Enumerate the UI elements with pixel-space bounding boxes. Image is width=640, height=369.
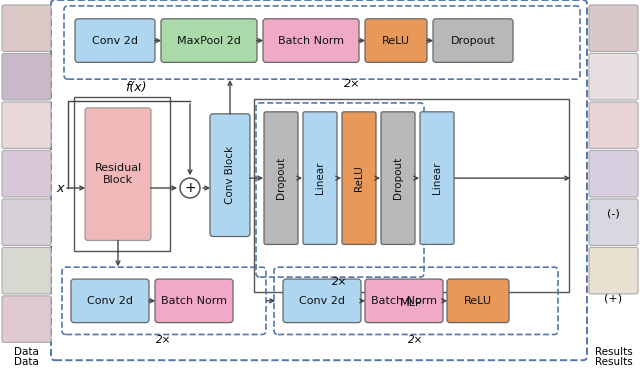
- Text: 2×: 2×: [156, 335, 172, 345]
- Text: Batch Norm: Batch Norm: [278, 35, 344, 46]
- FancyBboxPatch shape: [303, 112, 337, 244]
- FancyBboxPatch shape: [381, 112, 415, 244]
- FancyBboxPatch shape: [71, 279, 149, 323]
- Text: Results: Results: [595, 357, 632, 367]
- Text: Data: Data: [14, 357, 39, 367]
- FancyBboxPatch shape: [75, 19, 155, 62]
- Text: Results: Results: [595, 347, 632, 357]
- Text: Batch Norm: Batch Norm: [161, 296, 227, 306]
- FancyBboxPatch shape: [283, 279, 361, 323]
- Text: MaxPool 2d: MaxPool 2d: [177, 35, 241, 46]
- Bar: [254, 99, 569, 292]
- FancyBboxPatch shape: [2, 151, 51, 197]
- Text: Dropout: Dropout: [276, 157, 286, 199]
- Text: 2×: 2×: [332, 277, 348, 287]
- FancyBboxPatch shape: [2, 247, 51, 294]
- Text: (+): (+): [604, 294, 623, 304]
- FancyBboxPatch shape: [2, 54, 51, 100]
- Text: x: x: [56, 182, 64, 194]
- Text: ReLU: ReLU: [354, 165, 364, 191]
- FancyBboxPatch shape: [161, 19, 257, 62]
- FancyBboxPatch shape: [447, 279, 509, 323]
- FancyBboxPatch shape: [589, 151, 638, 197]
- Text: 2×: 2×: [344, 79, 360, 89]
- Text: Dropout: Dropout: [451, 35, 495, 46]
- FancyBboxPatch shape: [85, 108, 151, 241]
- FancyBboxPatch shape: [433, 19, 513, 62]
- FancyBboxPatch shape: [589, 54, 638, 100]
- Text: f(x): f(x): [125, 81, 147, 94]
- FancyBboxPatch shape: [210, 114, 250, 237]
- FancyBboxPatch shape: [365, 19, 427, 62]
- Text: MLP: MLP: [400, 298, 423, 308]
- Text: +: +: [184, 181, 196, 195]
- FancyBboxPatch shape: [2, 199, 51, 245]
- Text: Conv 2d: Conv 2d: [92, 35, 138, 46]
- Text: Data: Data: [14, 347, 39, 357]
- Circle shape: [180, 178, 200, 198]
- Text: Linear: Linear: [432, 162, 442, 194]
- Bar: [74, 97, 170, 251]
- Text: (-): (-): [607, 209, 620, 219]
- Text: Conv 2d: Conv 2d: [87, 296, 133, 306]
- Text: ReLU: ReLU: [382, 35, 410, 46]
- Text: Dropout: Dropout: [393, 157, 403, 199]
- FancyBboxPatch shape: [589, 247, 638, 294]
- FancyBboxPatch shape: [342, 112, 376, 244]
- Text: Conv Block: Conv Block: [225, 146, 235, 204]
- FancyBboxPatch shape: [155, 279, 233, 323]
- FancyBboxPatch shape: [2, 102, 51, 148]
- FancyBboxPatch shape: [264, 112, 298, 244]
- Text: Batch Norm: Batch Norm: [371, 296, 437, 306]
- Text: Residual
Block: Residual Block: [94, 163, 141, 185]
- FancyBboxPatch shape: [2, 296, 51, 342]
- Text: Conv 2d: Conv 2d: [299, 296, 345, 306]
- FancyBboxPatch shape: [365, 279, 443, 323]
- FancyBboxPatch shape: [589, 199, 638, 245]
- FancyBboxPatch shape: [263, 19, 359, 62]
- Text: Linear: Linear: [315, 162, 325, 194]
- FancyBboxPatch shape: [589, 102, 638, 148]
- Text: ReLU: ReLU: [464, 296, 492, 306]
- FancyBboxPatch shape: [420, 112, 454, 244]
- FancyBboxPatch shape: [2, 5, 51, 51]
- FancyBboxPatch shape: [589, 5, 638, 51]
- Text: 2×: 2×: [408, 335, 424, 345]
